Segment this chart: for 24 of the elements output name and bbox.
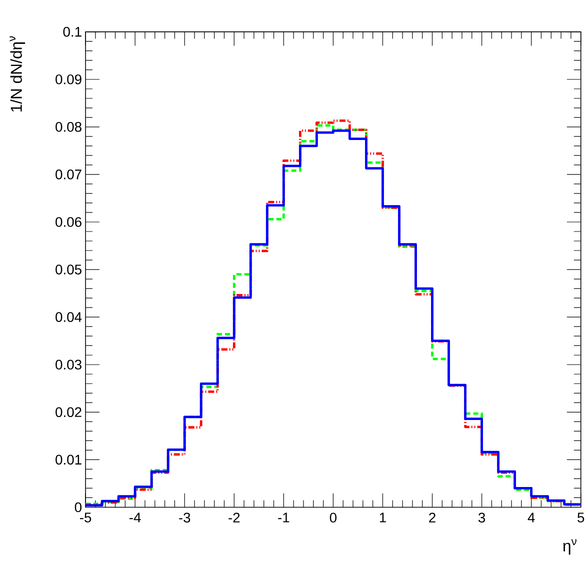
- y-axis-title: 1/N dN/dη$^{ν}$: [10, 36, 26, 112]
- x-tick-label: -4: [130, 512, 141, 522]
- x-tick-label: 2: [429, 512, 436, 522]
- x-tick-label: 4: [528, 512, 535, 522]
- y-tick-label: 0.04: [56, 312, 82, 322]
- y-tick-label: 0.09: [56, 74, 82, 84]
- x-axis-title: η$^{ν}$: [563, 539, 576, 555]
- y-tick-label: 0.08: [56, 122, 82, 132]
- y-tick-label: 0.07: [56, 170, 82, 180]
- x-tick-label: 3: [478, 512, 486, 523]
- y-tick-label: 0.03: [56, 360, 82, 370]
- y-tick-label: 0.01: [56, 454, 82, 465]
- x-tick-label: 0: [330, 512, 337, 523]
- x-tick-label: -1: [278, 512, 290, 522]
- y-tick-label: 0.06: [56, 217, 82, 227]
- y-tick-label: 0.1: [63, 26, 82, 37]
- x-tick-label: 1: [380, 512, 386, 522]
- x-tick-label: 5: [578, 512, 584, 522]
- x-tick-label: -3: [179, 512, 190, 523]
- y-tick-label: 0: [74, 502, 82, 512]
- x-tick-label: -2: [228, 512, 240, 522]
- x-tick-label: -5: [80, 512, 92, 522]
- y-tick-label: 0.02: [56, 407, 82, 418]
- y-tick-label: 0.05: [56, 264, 82, 274]
